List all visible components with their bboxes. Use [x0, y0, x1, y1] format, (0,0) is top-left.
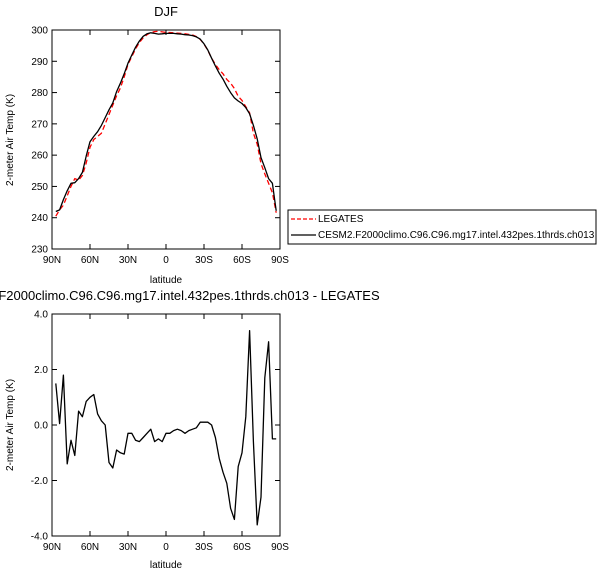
top-chart-ticks: 90N 60N 30N 0 30S 60S 90S 230 240 250 260 270 280 290… — [31, 26, 289, 267]
legend-label-cesm2: CESM2.F2000climo.C96.C96.mg17.intel.432p… — [318, 230, 595, 241]
bottom-chart-ylabel: 2-meter Air Temp (K) — [5, 379, 16, 471]
x-tick-label: 30S — [195, 255, 213, 266]
y-tick-label: 300 — [31, 26, 48, 37]
series-line-difference — [55, 329, 277, 526]
y-tick-label: 260 — [31, 151, 48, 162]
legend-box — [287, 209, 597, 245]
bottom-chart-xlabel: latitude — [150, 560, 183, 571]
series-line-cesm2 — [55, 32, 277, 213]
y-tick-label: -2.0 — [31, 476, 49, 487]
bottom-chart-ticks: 90N 60N 30N 0 30S 60S 90S -4.0 -2.0 0.0 2.0 4.0 — [31, 310, 289, 554]
bottom-chart-title: F2000climo.C96.C96.mg17.intel.432pes.1th… — [0, 288, 380, 303]
y-tick-label: 4.0 — [34, 310, 48, 321]
top-chart-title: DJF — [154, 4, 178, 19]
top-chart-xlabel: latitude — [150, 275, 183, 286]
x-tick-label: 30N — [119, 542, 137, 553]
x-tick-label: 60N — [81, 255, 99, 266]
top-chart-frame — [51, 29, 281, 250]
temperature-chart: DJF 2-meter Air Temp (K) latitude 90N 60N… — [5, 4, 289, 286]
x-tick-label: 30N — [119, 255, 137, 266]
bottom-chart-frame — [51, 313, 281, 537]
y-tick-label: 240 — [31, 213, 48, 224]
legend: LEGATES CESM2.F2000climo.C96.C96.mg17.in… — [287, 209, 597, 245]
x-tick-label: 0 — [163, 255, 169, 266]
x-tick-label: 60N — [81, 542, 99, 553]
x-tick-label: 60S — [233, 542, 251, 553]
y-tick-label: 2.0 — [34, 365, 48, 376]
x-tick-label: 90S — [271, 542, 289, 553]
x-tick-label: 90N — [43, 542, 61, 553]
legend-label-legates: LEGATES — [318, 214, 364, 225]
y-tick-label: 250 — [31, 182, 48, 193]
bottom-chart-series — [55, 329, 277, 526]
y-tick-label: 290 — [31, 57, 48, 68]
top-chart-series — [55, 30, 277, 217]
series-line-legates — [55, 30, 277, 217]
y-tick-label: 230 — [31, 245, 48, 256]
x-tick-label: 90N — [43, 255, 61, 266]
x-tick-label: 90S — [271, 255, 289, 266]
x-tick-label: 0 — [163, 542, 169, 553]
y-tick-label: 280 — [31, 88, 48, 99]
y-tick-label: -4.0 — [31, 532, 49, 543]
x-tick-label: 30S — [195, 542, 213, 553]
x-tick-label: 60S — [233, 255, 251, 266]
top-chart-ylabel: 2-meter Air Temp (K) — [5, 94, 16, 186]
y-tick-label: 0.0 — [34, 421, 48, 432]
difference-chart: F2000climo.C96.C96.mg17.intel.432pes.1th… — [0, 288, 380, 571]
y-tick-label: 270 — [31, 119, 48, 130]
